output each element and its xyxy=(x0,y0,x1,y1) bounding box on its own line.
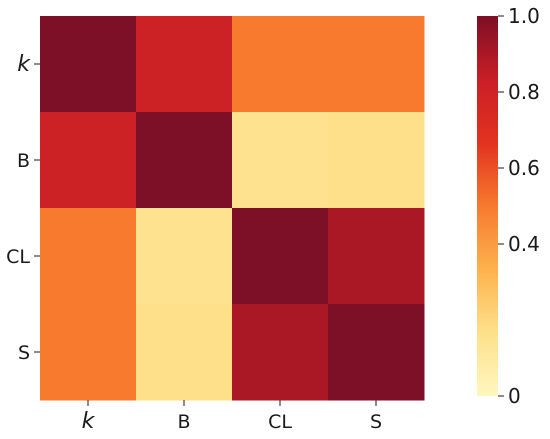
heatmap-cell-S-k xyxy=(40,304,137,401)
x-tick-label: B xyxy=(177,411,190,433)
colorbar-tick-label: 0.4 xyxy=(508,232,540,256)
colorbar-tick-label: 0.6 xyxy=(508,156,540,180)
heatmap-cell-B-CL xyxy=(232,112,329,209)
heatmap-cell-k-B xyxy=(136,16,233,113)
heatmap-cell-S-B xyxy=(136,304,233,401)
x-tick-label: CL xyxy=(268,411,292,433)
colorbar-tick-label: 1.0 xyxy=(508,4,540,28)
heatmap-cell-k-k xyxy=(40,16,137,113)
colorbar-tick-label: 0.8 xyxy=(508,80,540,104)
y-tick-label: S xyxy=(18,342,30,364)
heatmap-cell-CL-k xyxy=(40,208,137,305)
y-tick-label: B xyxy=(17,150,30,172)
x-tick-label: k xyxy=(82,409,96,434)
heatmap-cell-B-k xyxy=(40,112,137,209)
heatmap-cell-B-S xyxy=(328,112,425,209)
heatmap-cell-S-CL xyxy=(232,304,329,401)
heatmap-cell-k-S xyxy=(328,16,425,113)
heatmap-cell-CL-B xyxy=(136,208,233,305)
colorbar-tick-label: 0 xyxy=(508,384,521,408)
heatmap-cell-B-B xyxy=(136,112,233,209)
colorbar: 1.0 0.8 0.6 0.4 0 xyxy=(477,4,540,408)
heatmap-cell-CL-CL xyxy=(232,208,329,305)
y-tick-label: k xyxy=(17,52,31,77)
heatmap-cell-S-S xyxy=(328,304,425,401)
heatmap-cell-k-CL xyxy=(232,16,329,113)
heatmap-cells xyxy=(40,16,425,401)
y-axis: k B CL S xyxy=(6,52,40,364)
colorbar-gradient xyxy=(477,16,498,396)
x-axis: k B CL S xyxy=(82,400,382,434)
x-tick-label: S xyxy=(370,411,382,433)
heatmap-cell-CL-S xyxy=(328,208,425,305)
y-tick-label: CL xyxy=(6,246,30,268)
